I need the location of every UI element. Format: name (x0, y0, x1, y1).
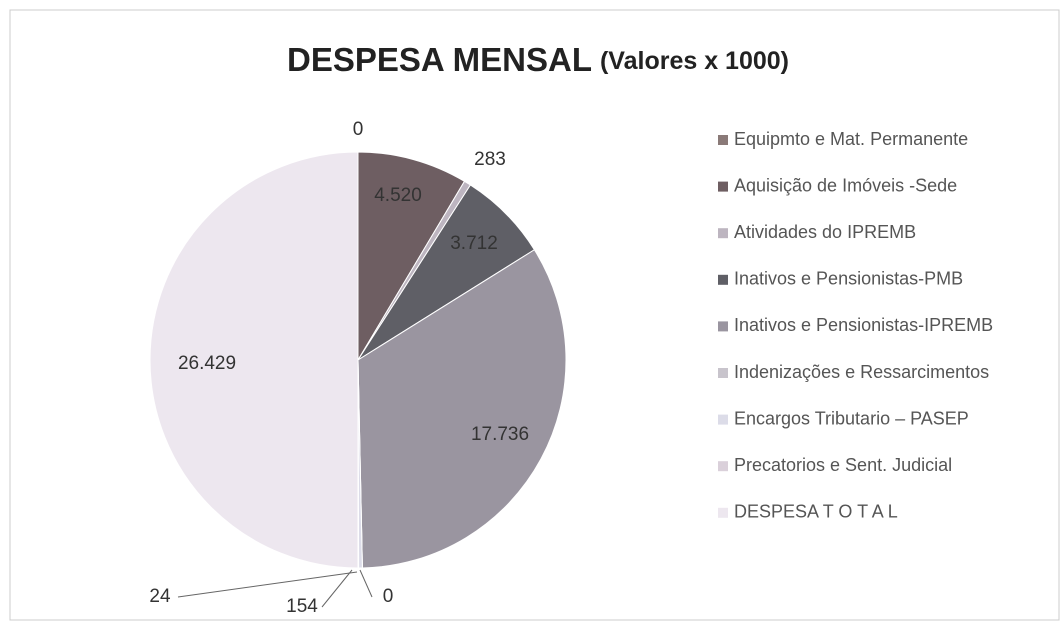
legend-label: Aquisição de Imóveis -Sede (734, 175, 957, 195)
data-label: 283 (474, 149, 506, 170)
legend-label: Equipmto e Mat. Permanente (734, 129, 968, 149)
legend-label: Encargos Tributario – PASEP (734, 408, 969, 428)
legend-swatch (718, 228, 728, 239)
legend-swatch (718, 135, 728, 145)
pie-slice (357, 151, 466, 362)
chart-subtitle: (Valores x 1000) (600, 47, 789, 75)
leader-line (177, 571, 358, 598)
data-label: 3.712 (450, 233, 498, 254)
data-label: 0 (383, 586, 394, 607)
legend-label: Precatorios e Sent. Judicial (734, 455, 952, 475)
data-label: 4.520 (374, 185, 422, 206)
data-label: 0 (353, 119, 364, 140)
data-label: 17.736 (471, 424, 529, 445)
legend-swatch (718, 321, 728, 332)
legend-swatch (718, 461, 728, 472)
pie-slice (357, 249, 567, 569)
leader-line (359, 569, 373, 598)
legend-swatch (718, 181, 728, 192)
data-label: 24 (149, 586, 171, 607)
legend-swatch (718, 368, 728, 378)
legend-label: DESPESA T O T A L (734, 502, 898, 522)
chart-title-group: DESPESA MENSAL (Valores x 1000) (287, 41, 789, 78)
data-label: 154 (286, 596, 318, 617)
legend-label: Atividades do IPREMB (734, 222, 916, 242)
legend-swatch (718, 274, 728, 285)
legend-label: Indenizações e Ressarcimentos (734, 362, 989, 382)
legend-label: Inativos e Pensionistas-IPREMB (734, 315, 993, 335)
legend-swatch (718, 507, 728, 518)
legend-swatch (718, 414, 728, 425)
leader-line (321, 569, 353, 608)
pie-slice (149, 151, 359, 569)
chart-title: DESPESA MENSAL (287, 41, 592, 78)
data-label: 26.429 (178, 353, 236, 374)
legend-label: Inativos e Pensionistas-PMB (734, 269, 963, 289)
